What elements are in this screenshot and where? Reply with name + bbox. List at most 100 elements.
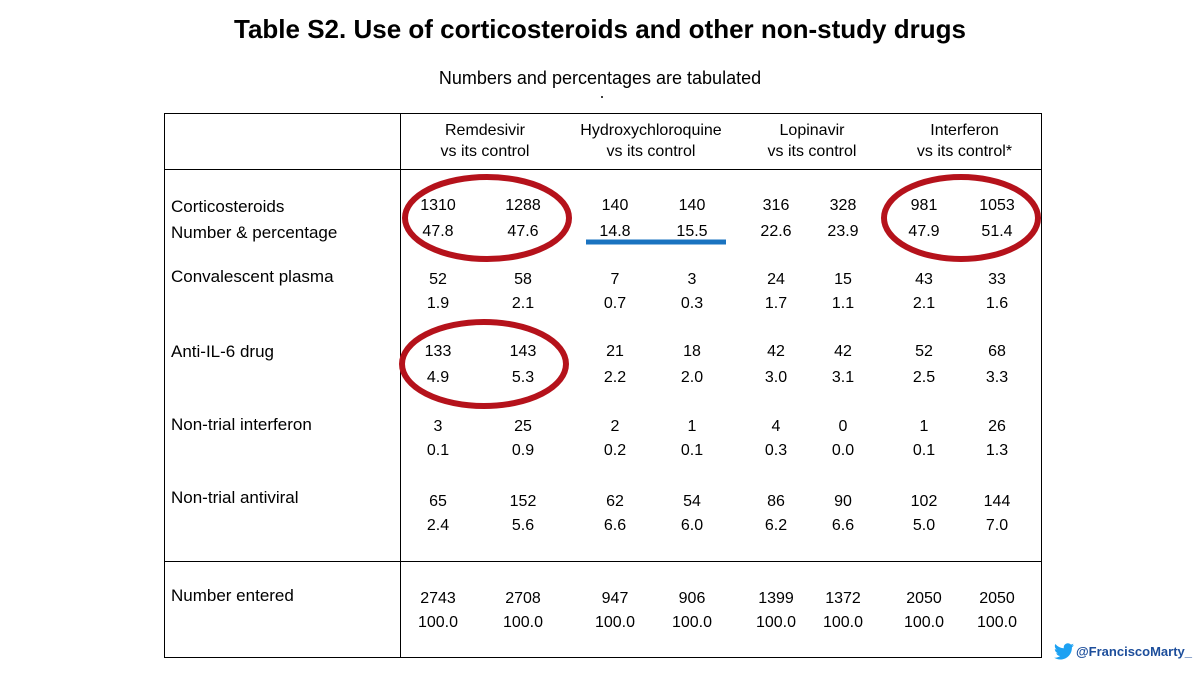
- cell-percentage: 15.5: [676, 223, 708, 240]
- cell-percentage: 5.0: [912, 517, 936, 534]
- cell-number: 2743: [420, 590, 456, 607]
- cell-number: 86: [767, 493, 785, 510]
- cell-number: 947: [601, 590, 629, 607]
- cell-number: 42: [834, 343, 852, 360]
- cell-percentage: 4.9: [426, 369, 450, 386]
- cell-number: 1288: [505, 197, 541, 214]
- cell-number: 1399: [758, 590, 794, 607]
- cell-number: 24: [767, 271, 785, 288]
- cell-percentage: 14.8: [599, 223, 631, 240]
- cell-number: 906: [678, 590, 706, 607]
- cell-number: 52: [429, 271, 447, 288]
- cell-number: 152: [509, 493, 537, 510]
- cell-number: 2708: [505, 590, 541, 607]
- cell-number: 68: [988, 343, 1006, 360]
- cell-number: 1: [687, 418, 697, 435]
- cell-number: 2050: [979, 590, 1015, 607]
- column-header-lopinavir: Lopinavir vs its control: [767, 122, 857, 160]
- cell-percentage: 47.9: [908, 223, 940, 240]
- cell-number: 2050: [906, 590, 942, 607]
- cell-number: 43: [915, 271, 933, 288]
- cell-percentage: 100.0: [417, 614, 459, 631]
- cell-number: 21: [606, 343, 624, 360]
- cell-percentage: 0.2: [603, 442, 627, 459]
- row-label: Number entered: [171, 586, 294, 605]
- cell-percentage: 0.0: [831, 442, 855, 459]
- cell-percentage: 47.8: [422, 223, 454, 240]
- cell-number: 1310: [420, 197, 456, 214]
- cell-percentage: 0.9: [511, 442, 535, 459]
- cell-percentage: 0.1: [680, 442, 704, 459]
- cell-percentage: 100.0: [755, 614, 797, 631]
- data-table: Remdesivir vs its control Hydroxychloroqu…: [164, 113, 1042, 658]
- cell-number: 3: [687, 271, 697, 288]
- row-label: Non-trial interferon: [171, 415, 312, 434]
- cell-percentage: 6.6: [831, 517, 855, 534]
- cell-number: 140: [601, 197, 629, 214]
- cell-number: 316: [762, 197, 790, 214]
- header-divider: [165, 169, 1041, 170]
- cell-number: 1053: [979, 197, 1015, 214]
- cell-percentage: 6.2: [764, 517, 788, 534]
- column-header-interferon: Interferon vs its control*: [916, 122, 1013, 160]
- cell-percentage: 1.6: [985, 295, 1009, 312]
- cell-percentage: 0.1: [426, 442, 450, 459]
- cell-percentage: 47.6: [507, 223, 539, 240]
- twitter-bird-icon: [1054, 642, 1074, 659]
- cell-number: 65: [429, 493, 447, 510]
- cell-percentage: 5.3: [511, 369, 535, 386]
- cell-percentage: 2.1: [511, 295, 535, 312]
- cell-number: 7: [610, 271, 620, 288]
- cell-percentage: 2.4: [426, 517, 450, 534]
- cell-percentage: 7.0: [985, 517, 1009, 534]
- credit-handle[interactable]: @FranciscoMarty_: [1054, 640, 1192, 662]
- cell-percentage: 0.1: [912, 442, 936, 459]
- row-label: Convalescent plasma: [171, 267, 334, 286]
- cell-number: 54: [683, 493, 701, 510]
- cell-percentage: 1.1: [831, 295, 855, 312]
- cell-number: 133: [424, 343, 452, 360]
- cell-percentage: 100.0: [594, 614, 636, 631]
- cell-percentage: 6.6: [603, 517, 627, 534]
- cell-number: 62: [606, 493, 624, 510]
- cell-number: 25: [514, 418, 532, 435]
- cell-number: 1: [919, 418, 929, 435]
- total-divider: [165, 561, 1041, 562]
- cell-percentage: 3.3: [985, 369, 1009, 386]
- cell-percentage: 100.0: [976, 614, 1018, 631]
- cell-percentage: 23.9: [827, 223, 859, 240]
- cell-number: 33: [988, 271, 1006, 288]
- row-label-sub: Number & percentage: [171, 223, 338, 242]
- cell-percentage: 2.2: [603, 369, 627, 386]
- credit-handle-text: @FranciscoMarty_: [1076, 643, 1192, 659]
- cell-percentage: 22.6: [760, 223, 792, 240]
- cell-number: 26: [988, 418, 1006, 435]
- cell-percentage: 0.3: [680, 295, 704, 312]
- cell-percentage: 1.3: [985, 442, 1009, 459]
- cell-number: 90: [834, 493, 852, 510]
- cell-number: 42: [767, 343, 785, 360]
- cell-percentage: 1.7: [764, 295, 788, 312]
- cell-number: 52: [915, 343, 933, 360]
- cell-percentage: 100.0: [671, 614, 713, 631]
- table-title: Table S2. Use of corticosteroids and oth…: [234, 14, 966, 44]
- cell-percentage: 5.6: [511, 517, 535, 534]
- cell-percentage: 0.3: [764, 442, 788, 459]
- cell-number: 3: [433, 418, 443, 435]
- stray-dot: [601, 96, 603, 98]
- cell-percentage: 2.0: [680, 369, 704, 386]
- table-subtitle: Numbers and percentages are tabulated: [438, 68, 762, 88]
- cell-number: 144: [983, 493, 1011, 510]
- cell-number: 15: [834, 271, 852, 288]
- row-label: Anti-IL-6 drug: [171, 342, 274, 361]
- cell-percentage: 51.4: [981, 223, 1013, 240]
- cell-number: 328: [829, 197, 857, 214]
- cell-number: 140: [678, 197, 706, 214]
- row-label: Non-trial antiviral: [171, 488, 299, 507]
- cell-number: 102: [910, 493, 938, 510]
- row-label: Corticosteroids: [171, 197, 285, 216]
- cell-percentage: 3.1: [831, 369, 855, 386]
- cell-percentage: 100.0: [822, 614, 864, 631]
- cell-percentage: 0.7: [603, 295, 627, 312]
- cell-number: 18: [683, 343, 701, 360]
